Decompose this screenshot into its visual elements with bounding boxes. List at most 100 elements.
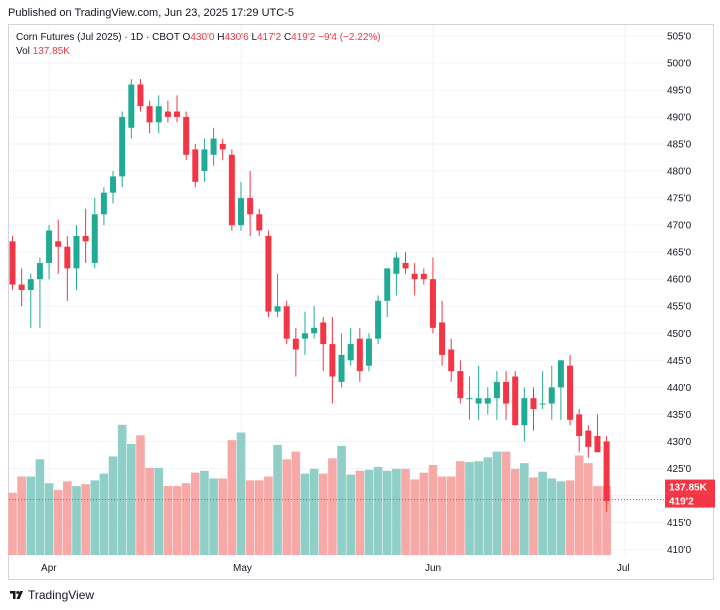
volume-bar bbox=[291, 451, 301, 555]
volume-bar bbox=[510, 468, 520, 555]
y-tick-label: 480'0 bbox=[667, 167, 692, 178]
candle-body bbox=[137, 84, 144, 107]
volume-bar bbox=[337, 445, 346, 555]
candle-body bbox=[100, 192, 107, 215]
candle-body bbox=[247, 198, 254, 215]
volume-bar bbox=[373, 466, 383, 555]
candle-body bbox=[274, 306, 281, 312]
y-tick-label: 440'0 bbox=[667, 383, 692, 394]
x-tick-label: Jun bbox=[425, 563, 441, 574]
candle-body bbox=[567, 365, 574, 420]
candle-body bbox=[228, 154, 235, 226]
candle-body bbox=[548, 387, 555, 404]
volume-bar bbox=[309, 468, 319, 555]
candle-body bbox=[521, 398, 528, 426]
last-volume-badge bbox=[665, 479, 715, 494]
volume-bar bbox=[346, 474, 355, 555]
candle-body bbox=[429, 279, 436, 328]
y-tick-label: 485'0 bbox=[667, 139, 692, 150]
candle-body bbox=[256, 214, 263, 231]
volume-bar bbox=[264, 476, 273, 555]
y-tick-label: 445'0 bbox=[667, 356, 692, 367]
y-tick-label: 470'0 bbox=[667, 221, 692, 232]
volume-bar bbox=[446, 476, 456, 555]
candle-body bbox=[503, 381, 510, 404]
candle-body bbox=[530, 398, 537, 409]
volume-bar bbox=[108, 456, 118, 555]
candle-body bbox=[411, 273, 418, 280]
candle-body bbox=[539, 403, 546, 405]
volume-bar bbox=[547, 478, 557, 555]
x-tick-label: May bbox=[233, 563, 252, 574]
legend-low-value: 417'2 bbox=[257, 32, 282, 43]
last-price-badge bbox=[665, 493, 715, 508]
candle-body bbox=[301, 333, 308, 339]
y-tick-label: 465'0 bbox=[667, 248, 692, 259]
volume-bar bbox=[209, 478, 218, 555]
tradingview-logo-icon bbox=[10, 591, 23, 599]
volume-bar bbox=[474, 461, 483, 555]
candle-body bbox=[46, 230, 53, 263]
candle-body bbox=[393, 257, 400, 274]
legend-high-value: 430'6 bbox=[224, 32, 249, 43]
volume-bar bbox=[181, 483, 191, 555]
candle-body bbox=[164, 111, 171, 117]
volume-bar bbox=[501, 451, 511, 555]
candle-body bbox=[512, 376, 519, 426]
candle-body bbox=[283, 306, 290, 339]
candle-body bbox=[603, 441, 610, 501]
volume-bar bbox=[145, 467, 154, 555]
candle-body bbox=[27, 279, 34, 290]
y-tick-label: 435'0 bbox=[667, 410, 692, 421]
candle-body bbox=[356, 338, 363, 372]
volume-bar bbox=[300, 473, 310, 555]
y-tick-label: 475'0 bbox=[667, 194, 692, 205]
volume-bar bbox=[236, 432, 246, 555]
y-tick-label: 415'0 bbox=[667, 518, 692, 529]
candle-body bbox=[311, 327, 318, 334]
candle-body bbox=[64, 246, 71, 269]
candle-body bbox=[576, 414, 583, 437]
volume-bar bbox=[318, 473, 328, 555]
volume-bar bbox=[574, 455, 584, 555]
candle-body bbox=[110, 176, 117, 193]
x-tick-label: Jul bbox=[617, 563, 630, 574]
chart-legend: Corn Futures (Jul 2025) · 1D · CBOT O430… bbox=[16, 31, 381, 59]
volume-bar bbox=[593, 486, 602, 555]
candle-body bbox=[201, 149, 208, 172]
y-tick-label: 500'0 bbox=[667, 58, 692, 69]
candle-body bbox=[338, 354, 345, 382]
y-tick-label: 450'0 bbox=[667, 329, 692, 340]
candle-body bbox=[594, 436, 601, 453]
y-tick-label: 505'0 bbox=[667, 31, 692, 42]
volume-bar bbox=[163, 486, 173, 555]
volume-bar bbox=[538, 471, 547, 555]
volume-bar bbox=[81, 484, 90, 555]
legend-close-value: 419'2 bbox=[291, 32, 316, 43]
volume-label: Vol bbox=[16, 46, 30, 57]
candle-body bbox=[238, 198, 244, 226]
volume-bar bbox=[172, 486, 182, 555]
legend-change: −9'4 (−2.22%) bbox=[318, 32, 381, 43]
candle-body bbox=[91, 214, 98, 263]
candle-body bbox=[292, 338, 299, 350]
candle-body bbox=[484, 398, 491, 404]
volume-bar bbox=[364, 469, 374, 555]
candle-body bbox=[55, 241, 62, 247]
volume-bar bbox=[99, 473, 109, 555]
candle-body bbox=[365, 338, 372, 366]
candle-body bbox=[439, 322, 446, 355]
candle-body bbox=[265, 235, 272, 312]
y-tick-label: 495'0 bbox=[667, 85, 692, 96]
candle-body bbox=[557, 360, 564, 388]
footer: TradingView bbox=[10, 588, 94, 602]
volume-bar bbox=[117, 424, 127, 555]
legend-low-label: L bbox=[251, 32, 257, 43]
volume-bar bbox=[328, 458, 337, 555]
volume-bar bbox=[227, 440, 237, 555]
x-tick-label: Apr bbox=[41, 563, 57, 574]
volume-bar bbox=[282, 459, 291, 555]
candle-body bbox=[457, 371, 464, 399]
y-tick-label: 455'0 bbox=[667, 302, 692, 313]
